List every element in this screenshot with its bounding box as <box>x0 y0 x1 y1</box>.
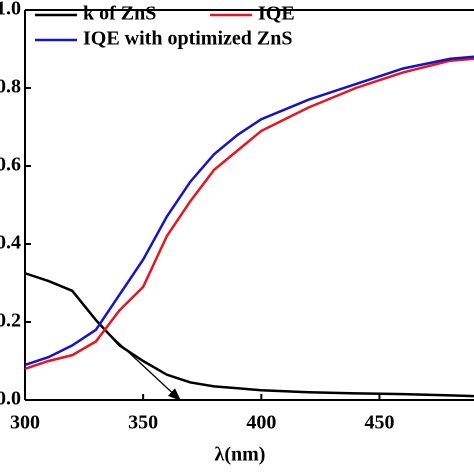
legend-label: IQE <box>258 3 295 25</box>
x-tick-label: 450 <box>364 412 394 434</box>
y-tick-label: 1.0 <box>0 0 21 20</box>
series-line <box>24 272 474 398</box>
x-tick-label: 400 <box>246 412 276 434</box>
series-line <box>24 57 474 370</box>
x-tick-label: 350 <box>128 412 158 434</box>
legend-label: k of ZnS <box>83 3 156 25</box>
y-tick-label: 0.8 <box>0 76 21 98</box>
legend-label: IQE with optimized ZnS <box>83 28 292 50</box>
series-line <box>24 55 474 367</box>
y-tick-label: 0.4 <box>0 232 21 254</box>
y-tick-label: 0.0 <box>0 388 21 410</box>
x-axis-label: λ(nm) <box>215 444 266 466</box>
x-tick-label: 300 <box>10 412 40 434</box>
y-tick-label: 0.6 <box>0 154 21 176</box>
y-tick-label: 0.2 <box>0 310 21 332</box>
